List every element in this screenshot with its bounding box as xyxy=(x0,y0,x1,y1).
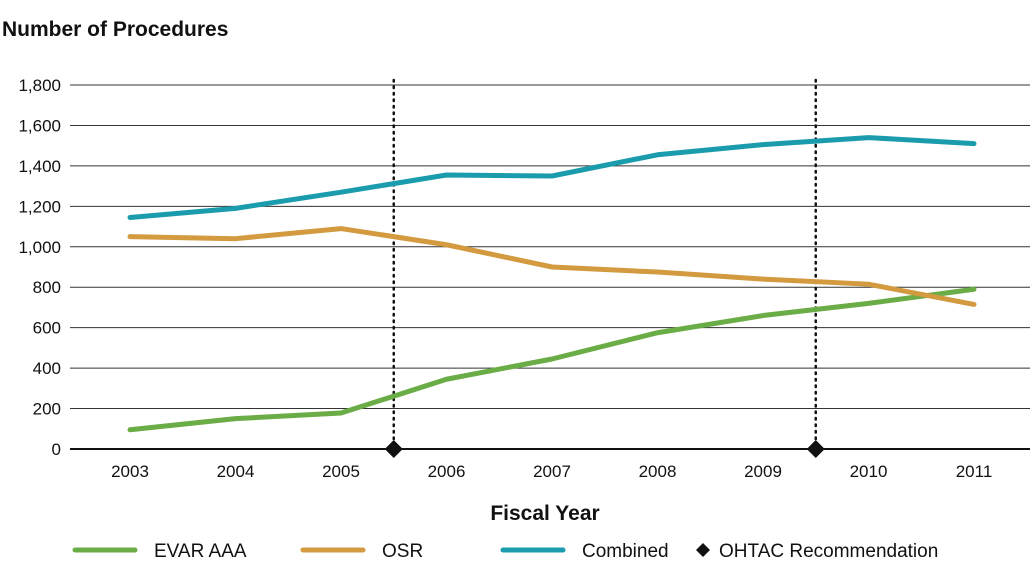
x-tick-label: 2008 xyxy=(639,462,677,481)
y-tick-label: 200 xyxy=(33,400,61,419)
x-tick-label: 2011 xyxy=(956,462,993,481)
x-axis-label: Fiscal Year xyxy=(490,502,599,525)
recommendation-lines xyxy=(392,78,817,451)
x-tick-label: 2004 xyxy=(217,462,255,481)
series-lines xyxy=(127,135,977,433)
y-tick-label: 0 xyxy=(52,440,61,459)
chart-title: Number of Procedures xyxy=(2,18,229,41)
legend-label-evar-aaa: EVAR AAA xyxy=(154,541,247,561)
y-tick-label: 400 xyxy=(33,359,61,378)
x-tick-label: 2006 xyxy=(428,462,466,481)
legend-label-ohtac-recommendation: OHTAC Recommendation xyxy=(719,541,938,561)
x-tick-label: 2009 xyxy=(744,462,782,481)
y-axis-tick-labels: 0 200 400 600 800 1,000 1,200 1,400 1,600 1,800 xyxy=(18,76,61,459)
y-tick-label: 1,200 xyxy=(18,197,61,216)
gridlines xyxy=(70,84,1030,450)
x-tick-label: 2003 xyxy=(111,462,149,481)
y-tick-label: 1,800 xyxy=(18,76,61,95)
x-axis-tick-labels: 2003 2004 2005 2006 2007 2008 2009 2010 2011 xyxy=(111,462,992,481)
recommendation-marker xyxy=(384,440,403,458)
series-line-evar-aaa xyxy=(127,286,977,433)
legend-label-osr: OSR xyxy=(382,541,423,561)
legend-diamond-icon xyxy=(696,543,710,557)
recommendation-markers xyxy=(384,440,825,458)
legend-label-combined: Combined xyxy=(582,541,669,561)
recommendation-marker xyxy=(806,440,825,458)
legend: EVAR AAA OSR Combined OHTAC Recommendation xyxy=(72,541,938,561)
y-tick-label: 1,000 xyxy=(18,238,61,257)
series-line-combined xyxy=(127,135,977,220)
x-tick-label: 2005 xyxy=(322,462,360,481)
y-tick-label: 1,600 xyxy=(18,116,61,135)
series-line-osr xyxy=(127,226,977,307)
y-tick-label: 1,400 xyxy=(18,157,61,176)
x-tick-label: 2010 xyxy=(850,462,888,481)
y-tick-label: 800 xyxy=(33,278,61,297)
x-tick-label: 2007 xyxy=(533,462,571,481)
y-tick-label: 600 xyxy=(33,319,61,338)
